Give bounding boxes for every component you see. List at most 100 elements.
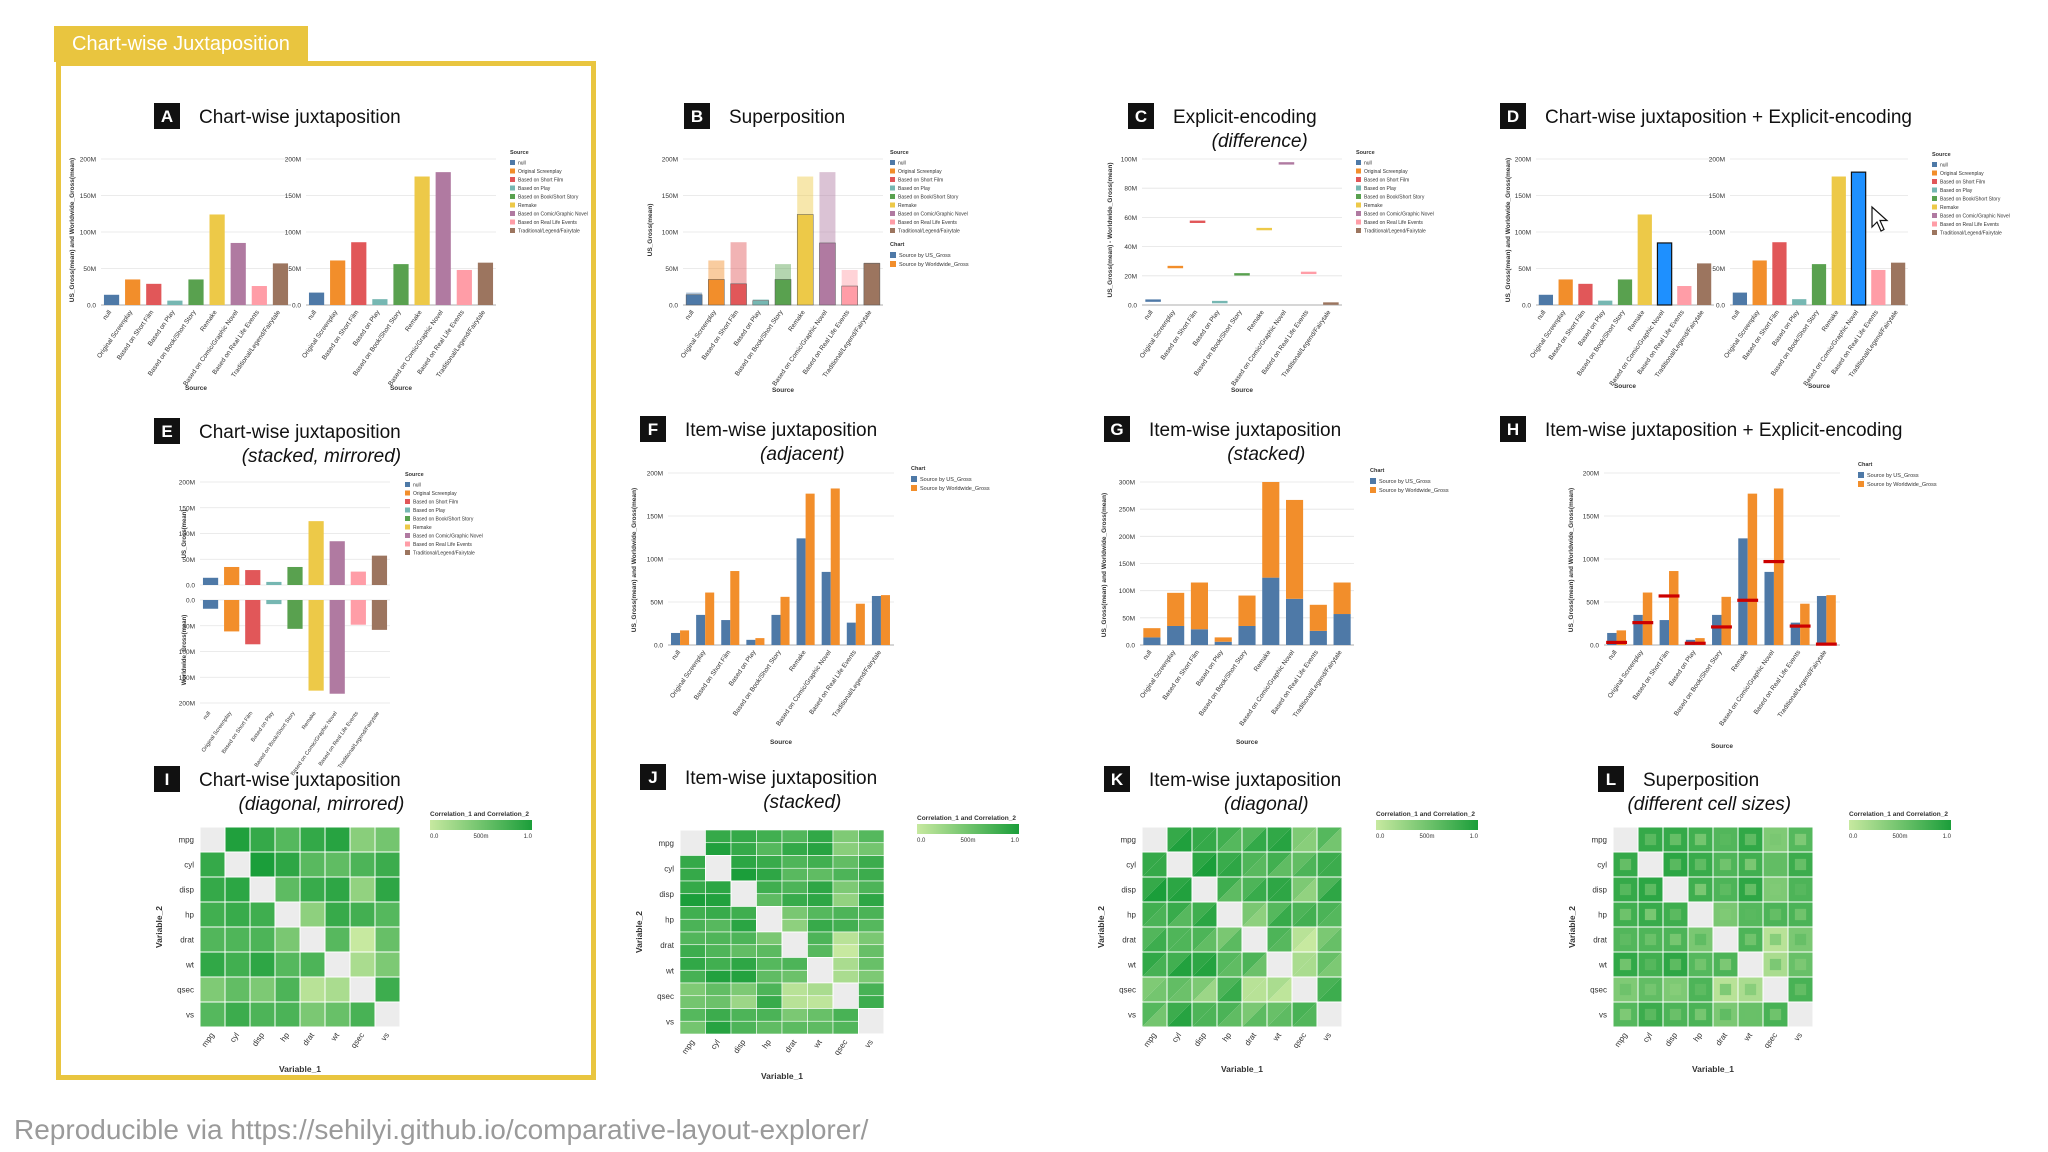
heat-cell-wt-qsec-inner: [1769, 958, 1782, 971]
heat-cell-disp-mpg-top: [679, 880, 706, 895]
bar-us-based-on-real-life-events: [350, 571, 366, 585]
y-tick-label: 150M: [179, 505, 195, 512]
panel-letter-badge: [154, 418, 180, 444]
legend-swatch: [1932, 213, 1937, 218]
heat-cell-wt-disp-inner: [1669, 958, 1682, 971]
bar-us-original-screenplay: [1167, 625, 1185, 645]
heat-cell-qsec-mpg-inner: [1619, 983, 1632, 996]
heat-cell-mpg-cyl-bottom: [705, 842, 732, 856]
heat-cell-drat-wt-inner: [1744, 933, 1757, 946]
legend-item-label: Source by Worldwide_Gross: [1379, 488, 1449, 494]
heat-cell-wt-vs-lower: [1317, 952, 1342, 977]
heat-cell-wt-qsec-bottom: [832, 969, 859, 984]
heat-cell-wt-cyl-bottom: [705, 969, 732, 984]
bar-ww-based-on-comic-graphic-novel: [329, 600, 345, 694]
panel-title: Item-wise juxtaposition + Explicit-encod…: [1545, 420, 1902, 441]
heat-cell-wt-drat: [299, 951, 326, 978]
row-label-hp: hp: [185, 911, 194, 920]
panel-g-title: G Item-wise juxtaposition (stacked): [1104, 416, 1341, 465]
legend-swatch: [510, 202, 515, 208]
heat-cell-wt-vs-inner: [1794, 958, 1807, 971]
bar-ww-remake: [805, 493, 815, 645]
heat-legend-tick: 0.0: [917, 838, 926, 844]
bar-ww-traditional-legend-fairytale: [1826, 595, 1836, 645]
heat-cell-disp-wt: [324, 876, 351, 903]
heat-cell-qsec-disp: [249, 976, 276, 1003]
x-tick-label: Remake: [1253, 649, 1273, 673]
heat-cell-hp-drat-bottom: [781, 918, 808, 933]
row-label-wt: wt: [1127, 961, 1137, 970]
col-label-wt: wt: [811, 1037, 824, 1050]
heat-cell-cyl-wt-bottom: [807, 867, 834, 882]
diff-mark-based-on-comic-graphic-novel: [1278, 162, 1295, 165]
row-label-disp: disp: [179, 886, 194, 895]
heat-cell-mpg-qsec-lower: [1292, 827, 1317, 852]
heat-cell-disp-cyl-top: [705, 880, 732, 895]
bar-ww-null: [1616, 630, 1627, 645]
heat-cell-diagonal: [1291, 976, 1318, 1003]
x-tick-label: Based on Book/Short Story: [732, 649, 783, 718]
x-tick-label: null: [671, 649, 683, 662]
y-tick-label: 0.0: [1128, 303, 1137, 310]
diff-mark-based-on-real-life-events: [1300, 271, 1317, 275]
heat-cell-drat-disp-inner: [1669, 933, 1682, 946]
heat-cell-mpg-hp: [274, 826, 301, 853]
heat-cell-cyl-qsec-inner: [1769, 858, 1782, 871]
legend-swatch: [1932, 187, 1937, 193]
legend-item-label: Based on Real Life Events: [413, 542, 472, 548]
heat-cell-diagonal: [832, 982, 859, 1009]
panel-l-title: L Superposition (different cell sizes): [1598, 766, 1791, 815]
heat-cell-cyl-wt: [324, 851, 351, 878]
heat-cell-qsec-disp-top: [730, 982, 757, 997]
row-label-hp: hp: [1127, 911, 1136, 920]
heat-cell-disp-drat-top: [781, 880, 808, 895]
y-tick-label: 50M: [182, 623, 195, 630]
legend-item-label: Traditional/Legend/Fairytale: [898, 229, 960, 235]
bar-us-based-on-book-short-story: [287, 566, 303, 585]
y-axis-title: US_Gross(mean): [182, 510, 188, 559]
heat-cell-drat-vs-lower: [1317, 927, 1342, 952]
heat-cell-wt-cyl-top: [705, 957, 732, 971]
bar-ww-based-on-comic-graphic-novel: [830, 488, 840, 645]
bar-ww-based-on-comic-graphic-novel: [1773, 488, 1784, 645]
bar-ww-based-on-short-film: [730, 571, 740, 645]
panel-k-title: K Item-wise juxtaposition (diagonal): [1104, 766, 1341, 815]
legend-swatch: [405, 490, 410, 496]
bar-us-based-on-short-film: [245, 570, 261, 585]
heat-cell-drat-qsec-bottom: [832, 944, 859, 958]
y-axis-title: US_Gross(mean): [647, 204, 654, 257]
bar-ww-original-screenplay: [224, 600, 240, 632]
legend-swatch: [1932, 230, 1937, 235]
panel-subtitle: (diagonal, mirrored): [239, 794, 405, 815]
heat-cell-mpg-wt-inner: [1744, 833, 1757, 846]
panel-c-chart: 0.0 20M 40M 60M 80M 100M null Original Screenpl…: [1107, 150, 1434, 394]
chart-wise-juxtaposition-highlight-frame: [56, 61, 596, 1080]
bar-us-traditional-legend-fairytale: [1333, 614, 1351, 645]
legend-swatch: [890, 160, 895, 165]
y-axis-title: US_Gross(mean) and Worldwide_Gross(mean): [1505, 158, 1512, 302]
heat-cell-disp-qsec-inner: [1769, 883, 1782, 896]
legend-item-label: Original Screenplay: [1364, 169, 1408, 175]
y-tick-label: 250M: [1119, 507, 1135, 514]
heat-cell-drat-wt-bottom: [807, 944, 834, 958]
y-tick-label: 100M: [1709, 230, 1725, 237]
diff-mark-based-on-short-film: [1658, 594, 1680, 598]
y-tick-label: 150M: [662, 193, 678, 200]
x-tick-label: null: [1142, 649, 1154, 662]
heat-cell-disp-qsec: [349, 876, 376, 903]
heat-cell-qsec-drat-top: [781, 982, 808, 997]
heat-cell-drat-wt-top: [807, 931, 834, 946]
heat-cell-mpg-disp: [249, 826, 276, 853]
legend-swatch: [510, 211, 515, 216]
heat-cell-vs-wt-bottom: [807, 1020, 834, 1035]
heat-cell-vs-wt-inner: [1744, 1008, 1757, 1021]
heat-cell-diagonal: [807, 957, 834, 984]
y-tick-label: 0.0: [292, 303, 301, 310]
y-tick-label: 200M: [80, 157, 96, 164]
x-axis-title: Variable_1: [279, 1064, 321, 1074]
diff-mark-original-screenplay: [1632, 621, 1654, 625]
x-axis-title: Source: [1231, 387, 1253, 394]
panel-title: Superposition: [729, 107, 845, 128]
bar-traditional-legend-fairytale: [272, 263, 289, 305]
heat-cell-cyl-vs-top: [858, 855, 885, 869]
